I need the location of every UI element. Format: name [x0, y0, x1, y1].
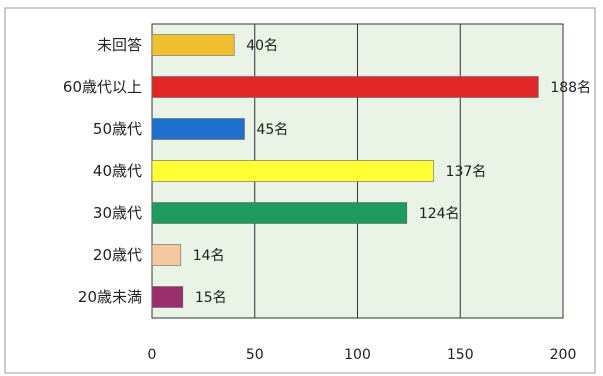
bar — [151, 118, 245, 140]
x-tick-label: 200 — [550, 347, 577, 363]
x-tick-label: 150 — [447, 347, 474, 363]
category-label: 60歳代以上 — [63, 78, 142, 96]
bar — [151, 202, 408, 224]
value-label: 45名 — [256, 122, 288, 138]
value-label: 15名 — [195, 290, 227, 306]
category-label: 50歳代 — [93, 120, 142, 138]
bar — [151, 244, 182, 266]
value-label: 14名 — [193, 248, 225, 264]
category-label: 20歳代 — [93, 246, 142, 264]
value-label: 40名 — [246, 38, 278, 54]
category-label: 30歳代 — [93, 204, 142, 222]
category-label: 未回答 — [97, 36, 142, 54]
bar — [151, 160, 434, 182]
x-tick-label: 100 — [344, 347, 371, 363]
bar — [151, 76, 539, 98]
x-tick-label: 50 — [246, 347, 264, 363]
value-label: 188名 — [550, 80, 591, 96]
value-label: 137名 — [446, 164, 487, 180]
category-label: 20歳未満 — [78, 288, 142, 306]
category-label: 40歳代 — [93, 162, 142, 180]
x-tick-label: 0 — [148, 347, 157, 363]
bar — [151, 286, 184, 308]
value-label: 124名 — [419, 206, 460, 222]
bar — [151, 34, 235, 56]
